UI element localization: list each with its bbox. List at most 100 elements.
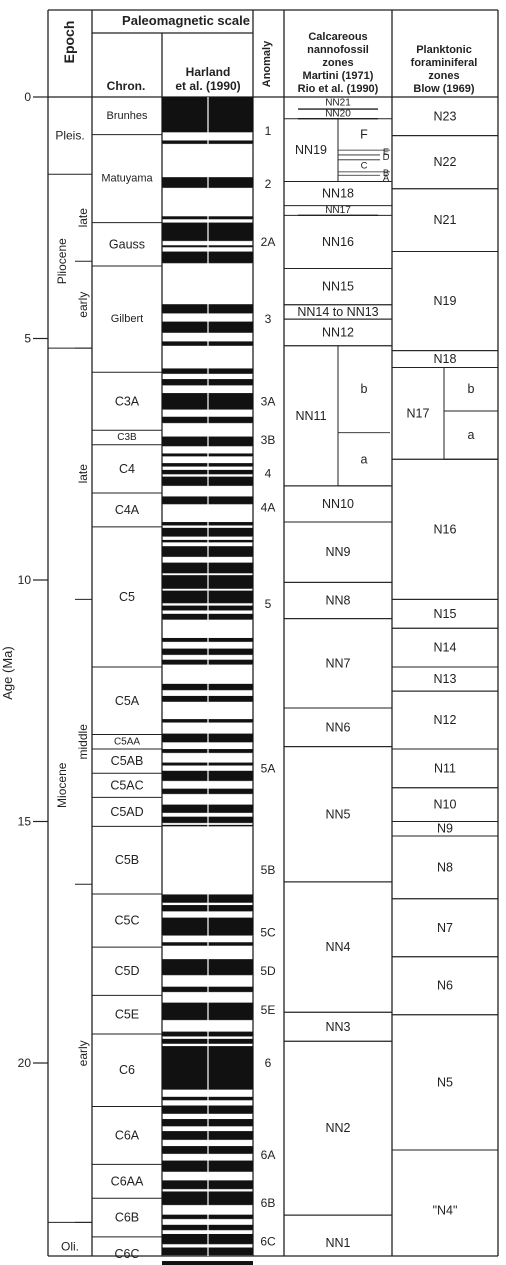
chron-label: C4A xyxy=(115,503,140,517)
nanno-zone-label: NN16 xyxy=(322,235,354,249)
anomaly-label: 4 xyxy=(265,467,272,481)
epoch-label: Pleis. xyxy=(55,129,84,143)
nanno-subzone-label: A xyxy=(383,173,390,184)
anomaly-label: 3 xyxy=(265,312,272,326)
chron-label: Matuyama xyxy=(101,173,153,185)
chron-label: C6AA xyxy=(111,1174,144,1188)
age-tick-label: 20 xyxy=(18,1056,32,1070)
anomaly-label: 5B xyxy=(261,863,276,877)
nanno-small-label: NN20 xyxy=(325,108,351,119)
chron-label: C3B xyxy=(117,432,137,443)
anomaly-label: 4A xyxy=(261,501,276,515)
nanno-zone-label: NN19 xyxy=(295,143,327,157)
foram-zone-label: N6 xyxy=(437,979,453,993)
nanno-header-line1: Calcareous xyxy=(308,31,367,43)
harland-header-line1: Harland xyxy=(186,65,231,79)
foram-zone-label: N18 xyxy=(434,352,457,366)
nanno-subzone-label: b xyxy=(361,382,368,396)
chron-label: C3A xyxy=(115,394,140,408)
anomaly-label: 5E xyxy=(261,1003,276,1017)
chron-label: C6 xyxy=(119,1063,135,1077)
chron-label: C4 xyxy=(119,462,135,476)
nanno-small-label: NN21 xyxy=(325,98,351,109)
foram-zone-label: N11 xyxy=(434,761,456,775)
header-frame xyxy=(47,9,499,1257)
chron-label: C5AD xyxy=(110,805,143,819)
age-axis: 0 5 10 15 20 xyxy=(18,90,48,1070)
chron-header: Chron. xyxy=(107,79,146,93)
normal-polarity-band xyxy=(162,1261,253,1265)
nanno-subzone-label: B xyxy=(383,168,389,179)
anomaly-label: 5D xyxy=(260,964,276,978)
chron-label: C5AA xyxy=(114,736,140,747)
nanno-zone-label: NN10 xyxy=(322,497,354,511)
epoch-column: Pleis. Pliocene Miocene Oli. late early late mi… xyxy=(48,129,92,1254)
nanno-zone-label: NN1 xyxy=(325,1236,350,1250)
anomaly-column: 1 2 2A 3 3A 3B 4 4A 5 5A 5B 5C 5D 5E 6 6A 6B 6C xyxy=(260,124,276,1249)
nanno-zone-label: NN4 xyxy=(325,940,350,954)
foram-subzone-label: b xyxy=(468,382,475,396)
chron-label: C5C xyxy=(114,914,139,928)
subepoch-label: late xyxy=(76,208,90,228)
chron-label: Gauss xyxy=(109,237,145,251)
subepoch-label: late xyxy=(76,464,90,484)
nanno-zone-label: NN12 xyxy=(322,325,354,339)
nannofossil-column: NN19 NN18 NN16 NN15 NN14 to NN13 NN12 NN11 NN10… xyxy=(284,98,392,1250)
nanno-zone-label: NN5 xyxy=(325,807,350,821)
foram-zone-label: N17 xyxy=(407,406,430,420)
foram-zone-label: N19 xyxy=(434,294,457,308)
foram-header-line3: zones xyxy=(428,70,459,82)
anomaly-label: 6A xyxy=(261,1148,276,1162)
foram-zone-label: N15 xyxy=(434,607,457,621)
nanno-zone-label: NN18 xyxy=(322,187,354,201)
anomaly-label: 2A xyxy=(261,235,276,249)
epoch-label: Pliocene xyxy=(55,238,69,284)
nanno-header-line2: nannofossil xyxy=(307,44,369,56)
foram-zone-label: N13 xyxy=(434,672,457,686)
foram-subzone-label: a xyxy=(468,428,475,442)
nanno-subzone-label: a xyxy=(361,452,368,466)
epoch-header: Epoch xyxy=(61,21,77,64)
subepoch-label: early xyxy=(76,1040,90,1066)
foram-zone-label: N10 xyxy=(434,798,457,812)
anomaly-label: 5C xyxy=(260,926,276,940)
foram-header-line4: Blow (1969) xyxy=(413,83,474,95)
chron-column: Brunhes Matuyama Gauss Gilbert C3A C3B C4 C4A C5… xyxy=(92,110,162,1261)
chron-label: C5A xyxy=(115,694,140,708)
age-tick-label: 15 xyxy=(18,815,32,829)
anomaly-label: 5 xyxy=(265,597,272,611)
harland-header-line2: et al. (1990) xyxy=(175,79,240,93)
chron-label: Gilbert xyxy=(111,313,143,325)
nanno-zone-label: NN2 xyxy=(325,1121,350,1135)
foram-zone-label: N22 xyxy=(434,155,457,169)
nanno-header-line5: Rio et al. (1990) xyxy=(298,83,379,95)
polarity-column xyxy=(162,97,253,1265)
chron-label: C6B xyxy=(115,1211,139,1225)
nanno-zone-label: NN3 xyxy=(325,1020,350,1034)
nanno-zone-label: NN6 xyxy=(325,720,350,734)
foram-header-line1: Planktonic xyxy=(416,44,472,56)
chron-label: C6A xyxy=(115,1128,140,1142)
foram-zone-label: N23 xyxy=(434,109,457,123)
epoch-label: Oli. xyxy=(61,1240,79,1254)
foram-zone-label: N5 xyxy=(437,1075,453,1089)
foram-zone-label: N14 xyxy=(434,641,457,655)
anomaly-label: 6B xyxy=(261,1196,276,1210)
nanno-subzone-label: C xyxy=(361,160,368,171)
nanno-header-line4: Martini (1971) xyxy=(303,70,374,82)
nanno-subzone-label: E xyxy=(383,147,389,158)
age-axis-title: Age (Ma) xyxy=(0,646,15,699)
anomaly-label: 2 xyxy=(265,177,272,191)
anomaly-label: 1 xyxy=(265,124,272,138)
anomaly-label: 5A xyxy=(261,761,276,775)
chron-label: C6C xyxy=(114,1247,139,1261)
nanno-small-label: NN17 xyxy=(325,205,351,216)
age-tick-label: 10 xyxy=(18,573,32,587)
foraminiferal-column: N23 N22 N21 N19 N18 N17 N16 N15 N14 N13 N12 N11 N10 N… xyxy=(392,96,498,1217)
nanno-subzone-label: D xyxy=(383,152,390,163)
chron-label: C5D xyxy=(114,964,139,978)
anomaly-label: 6 xyxy=(265,1056,272,1070)
chron-label: C5AC xyxy=(110,778,143,792)
foram-zone-label: N7 xyxy=(437,921,453,935)
paleomagnetic-scale-header: Paleomagnetic scale xyxy=(122,13,250,28)
